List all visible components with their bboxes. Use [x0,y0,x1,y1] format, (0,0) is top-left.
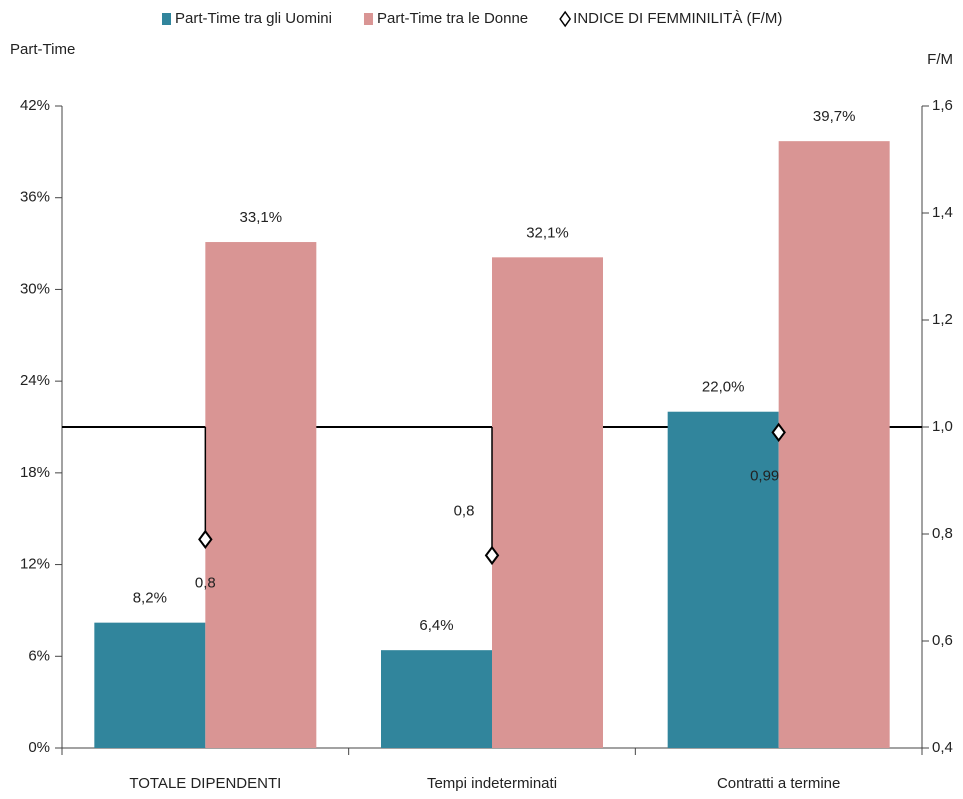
value-label: 33,1% [240,209,283,226]
y2-tick-label: 1,6 [932,97,953,114]
y2-tick-label: 0,8 [932,525,953,542]
y-tick-label: 36% [20,189,50,206]
bar [94,622,206,748]
legend-label: INDICE DI FEMMINILITÀ (F/M) [573,10,782,27]
y-tick-label: 0% [28,739,50,756]
legend-swatch [363,13,373,25]
marker [198,529,213,550]
x-tick-label: Contratti a termine [717,775,840,792]
y-tick-label: 18% [20,464,50,481]
y2-tick-label: 1,4 [932,204,953,221]
bar [205,242,317,749]
bar [381,650,492,748]
y2-tick-label: 0,4 [932,739,953,756]
y2-tick-label: 0,6 [932,632,953,649]
y-tick-label: 6% [28,647,50,664]
legend-swatch [162,13,171,25]
legend-label: Part-Time tra le Donne [377,10,528,27]
legend-swatch [559,10,572,28]
value-label: 22,0% [702,379,745,396]
value-label: 39,7% [813,108,856,125]
y-tick-label: 42% [20,97,50,114]
y-tick-label: 12% [20,556,50,573]
y-axis-label: Part-Time [10,41,75,58]
value-label: 6,4% [419,617,453,634]
marker [484,545,500,566]
value-label: 0,8 [195,574,216,591]
y-tick-label: 24% [20,372,50,389]
bar [778,141,890,748]
y2-axis-label: F/M [927,51,953,68]
y2-tick-label: 1,0 [932,418,953,435]
x-tick-label: TOTALE DIPENDENTI [129,775,281,792]
bar [492,257,603,748]
value-label: 32,1% [526,224,569,241]
bar [667,411,779,748]
x-tick-label: Tempi indeterminati [427,775,557,792]
marker [771,422,786,443]
legend-label: Part-Time tra gli Uomini [175,10,332,27]
value-label: 8,2% [133,590,167,607]
value-label: 0,99 [750,467,779,484]
y2-tick-label: 1,2 [932,311,953,328]
y-tick-label: 30% [20,280,50,297]
value-label: 0,8 [454,502,475,519]
